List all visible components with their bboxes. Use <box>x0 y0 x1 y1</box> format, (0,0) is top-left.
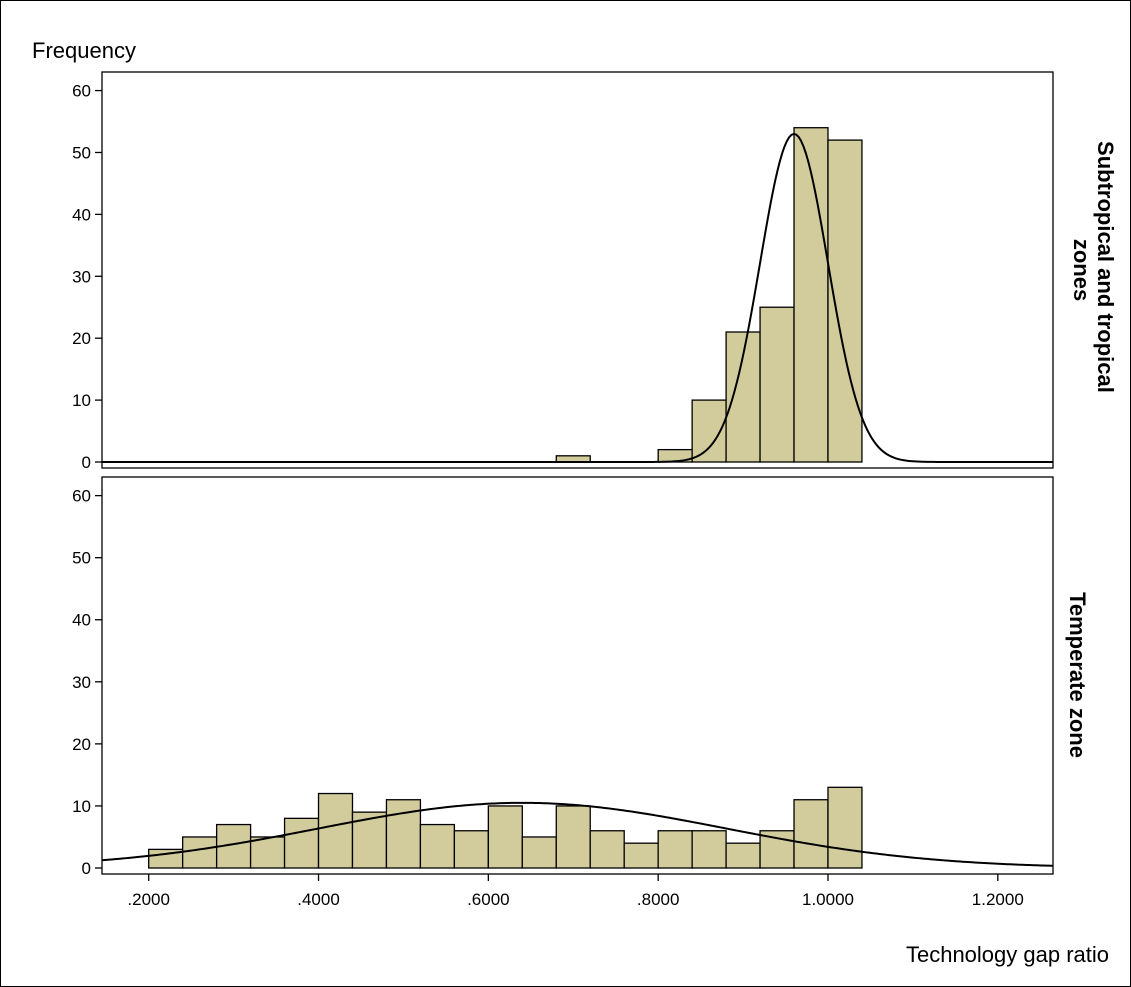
panel-subtropical: 0 10 20 30 40 50 60 Subtropical and tropical z… <box>72 71 1118 472</box>
normal-curve <box>102 132 1053 463</box>
bar <box>623 842 659 869</box>
panel-label-line-2: zones <box>1069 239 1094 301</box>
y-tick-label: 0 <box>82 453 91 472</box>
y-tick-label: 40 <box>72 611 91 630</box>
bar <box>521 836 557 869</box>
x-axis: .2000 .4000 .6000 .8000 1.0000 1.2000 <box>127 874 1024 909</box>
y-tick-label: 60 <box>72 82 91 101</box>
bar <box>725 842 761 869</box>
panel-label-line-1: Subtropical and tropical <box>1093 141 1118 393</box>
y-tick-label: 20 <box>72 329 91 348</box>
bar <box>317 792 354 869</box>
y-axis: 0 10 20 30 40 50 60 <box>72 487 102 878</box>
y-tick-label: 40 <box>72 205 91 224</box>
y-tick-label: 50 <box>72 549 91 568</box>
y-tick-label: 60 <box>72 487 91 506</box>
bar <box>691 830 727 869</box>
bar <box>283 817 320 869</box>
normal-curve <box>101 801 1054 867</box>
bar <box>182 836 218 869</box>
bar <box>555 805 591 869</box>
bar <box>419 823 456 869</box>
x-tick-label: .2000 <box>127 890 170 909</box>
y-tick-label: 10 <box>72 391 91 410</box>
x-tick-label: .4000 <box>297 890 340 909</box>
x-tick-label: .8000 <box>637 890 680 909</box>
bars-group <box>148 786 863 869</box>
y-tick-label: 30 <box>72 267 91 286</box>
x-tick-label: 1.2000 <box>972 890 1024 909</box>
bar <box>589 830 625 869</box>
bar <box>827 139 863 463</box>
x-axis-title: Technology gap ratio <box>906 942 1109 967</box>
bar <box>453 830 489 869</box>
panel-label-temperate: Temperate zone <box>1065 592 1090 758</box>
panel-label-subtropical: Subtropical and tropical zones <box>1069 141 1118 399</box>
y-tick-label: 30 <box>72 673 91 692</box>
panel-temperate: 0 10 20 30 40 50 60 Temperate zone <box>72 476 1090 878</box>
bar <box>793 799 829 869</box>
panel-frame <box>101 71 1054 469</box>
y-axis: 0 10 20 30 40 50 60 <box>72 82 102 472</box>
bar <box>759 306 795 463</box>
bar <box>657 830 693 869</box>
bar <box>385 799 422 869</box>
y-axis-title: Frequency <box>32 38 136 63</box>
bar <box>487 805 523 869</box>
y-tick-label: 20 <box>72 735 91 754</box>
y-tick-label: 50 <box>72 143 91 162</box>
x-tick-label: 1.0000 <box>802 890 854 909</box>
bars-group <box>555 127 863 463</box>
panel-frame <box>101 476 1054 875</box>
y-tick-label: 0 <box>82 859 91 878</box>
bar <box>249 836 286 869</box>
bar <box>827 786 863 869</box>
bar <box>793 127 829 463</box>
x-tick-label: .6000 <box>467 890 510 909</box>
y-tick-label: 10 <box>72 797 91 816</box>
